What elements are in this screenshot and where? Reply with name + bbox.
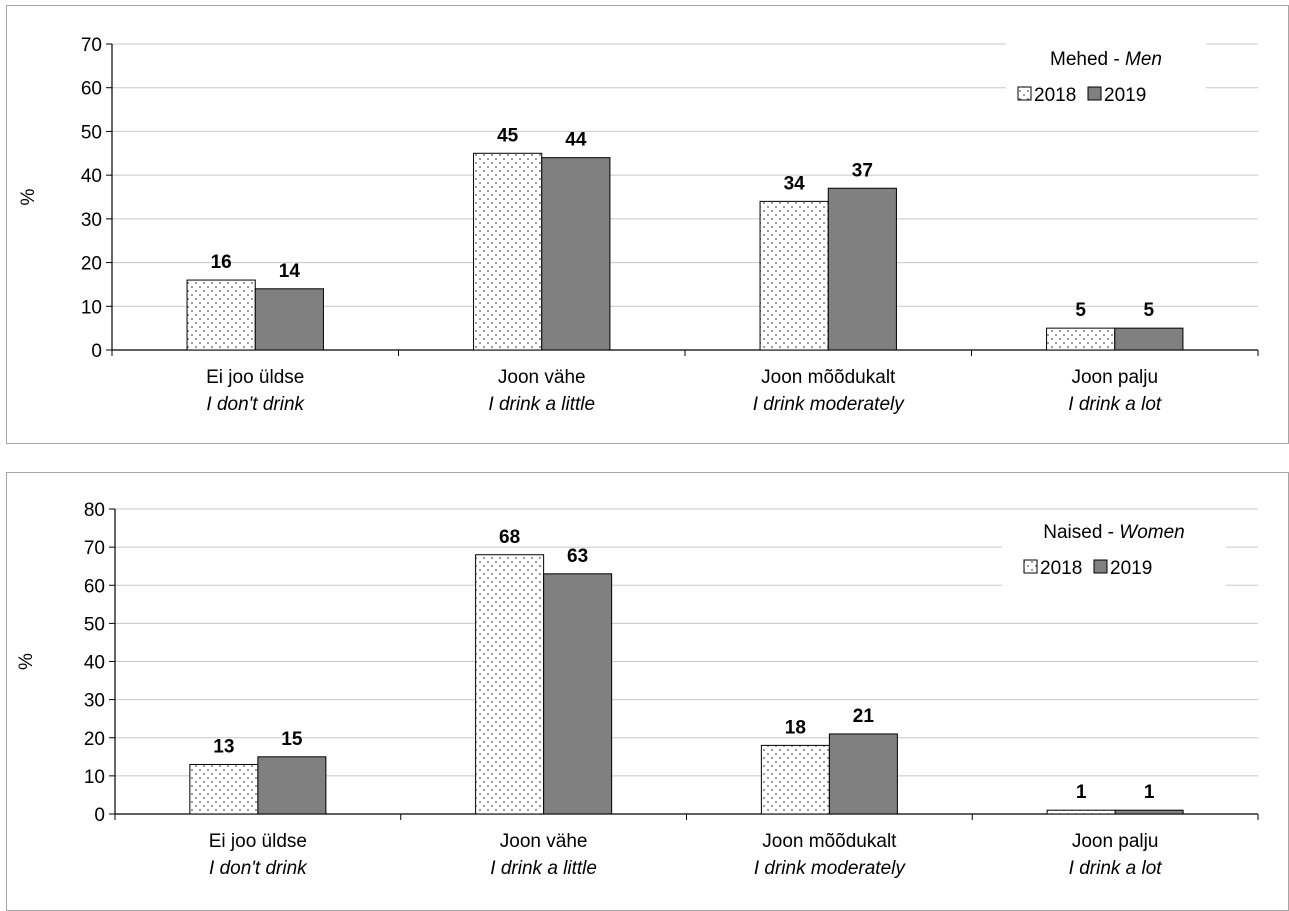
y-tick-label: 10: [81, 297, 102, 318]
bar-2018-0: [186, 279, 256, 351]
x-category-label: Joon mõõdukalt: [762, 831, 897, 852]
x-category-label-english: I drink moderately: [753, 394, 906, 415]
y-tick-label: 0: [94, 805, 105, 826]
x-category-label-english: I drink a lot: [1069, 858, 1163, 879]
x-category-label: Ei joo üldse: [209, 831, 307, 852]
legend-title: Mehed - Men: [1050, 49, 1162, 70]
bar-2019-2: [828, 733, 898, 815]
y-tick-label: 50: [84, 614, 105, 635]
legend-title: Naised - Women: [1043, 522, 1185, 543]
legend-label-2019: 2019: [1104, 85, 1146, 106]
y-tick-label: 20: [84, 729, 105, 750]
y-tick-label: 70: [84, 538, 105, 559]
chart-panel-men: 0 10 20 30 40 50 60 70% 16 14 Ei joo üldse I don't …: [6, 5, 1289, 444]
data-label-2018-0: 13: [213, 736, 234, 757]
x-category-label: Joon palju: [1072, 831, 1159, 852]
data-label-2019-1: 44: [565, 130, 587, 151]
legend: Mehed - Men 2018 2019: [1006, 41, 1206, 129]
data-label-2019-2: 37: [852, 160, 873, 181]
bar-chart-women: 0 10 20 30 40 50 60 70 80% 13 15 Ei joo üldse I don'…: [6, 472, 1289, 911]
x-category-label: Ei joo üldse: [206, 367, 304, 388]
legend-swatch-2019: [1087, 86, 1102, 101]
bar-2019-3: [1114, 327, 1184, 351]
chart-panel-women: 0 10 20 30 40 50 60 70 80% 13 15 Ei joo üldse I don'…: [6, 472, 1289, 911]
bar-2019-1: [543, 573, 613, 815]
y-tick-label: 40: [81, 166, 102, 187]
y-tick-label: 60: [84, 576, 105, 597]
data-label-2019-1: 63: [567, 546, 588, 567]
y-tick-label: 30: [81, 210, 102, 231]
bar-2019-0: [254, 288, 324, 351]
data-label-2019-0: 14: [279, 261, 301, 282]
y-tick-label: 30: [84, 691, 105, 712]
bar-2018-1: [473, 152, 543, 351]
bar-2018-1: [475, 554, 545, 815]
data-label-2018-3: 1: [1076, 782, 1087, 803]
bar-2018-3: [1046, 809, 1116, 815]
x-category-label: Joon mõõdukalt: [761, 367, 896, 388]
legend-label-2018: 2018: [1034, 85, 1076, 106]
legend-swatch-2019: [1093, 559, 1108, 574]
x-category-label-english: I drink a lot: [1068, 394, 1162, 415]
y-tick-label: 20: [81, 254, 102, 275]
bar-2019-2: [827, 187, 897, 351]
data-label-2018-1: 45: [497, 125, 519, 146]
y-tick-label: 70: [81, 35, 102, 56]
y-axis-label: %: [18, 188, 39, 205]
y-tick-label: 50: [81, 122, 102, 143]
y-tick-label: 80: [84, 500, 105, 521]
data-label-2018-2: 18: [785, 717, 806, 738]
bar-2019-3: [1114, 809, 1184, 815]
x-category-label-english: I drink a little: [490, 858, 597, 879]
bar-2018-2: [759, 200, 829, 351]
data-label-2019-0: 15: [281, 729, 303, 750]
bar-2019-1: [541, 157, 611, 351]
x-category-label-english: I don't drink: [206, 394, 305, 415]
legend: Naised - Women 2018 2019: [1002, 514, 1226, 594]
y-tick-label: 40: [84, 653, 105, 674]
bar-2018-0: [189, 763, 259, 815]
y-axis-label: %: [16, 653, 37, 670]
x-category-label: Joon vähe: [500, 831, 588, 852]
data-label-2019-3: 1: [1144, 782, 1155, 803]
bar-2018-3: [1046, 327, 1116, 351]
y-tick-label: 60: [81, 79, 102, 100]
x-category-label-english: I don't drink: [209, 858, 308, 879]
bar-2018-2: [760, 744, 830, 815]
legend-background: [1006, 41, 1206, 129]
bar-2019-0: [257, 756, 327, 815]
legend-background: [1002, 514, 1226, 594]
legend-swatch-2018: [1017, 86, 1032, 101]
x-category-label: Joon palju: [1071, 367, 1158, 388]
x-category-label: Joon vähe: [498, 367, 586, 388]
bar-chart-men: 0 10 20 30 40 50 60 70% 16 14 Ei joo üldse I don't …: [6, 5, 1289, 444]
data-label-2018-2: 34: [784, 173, 806, 194]
x-category-label-english: I drink moderately: [754, 858, 907, 879]
legend-swatch-2018: [1023, 559, 1038, 574]
data-label-2019-3: 5: [1144, 300, 1155, 321]
data-label-2018-1: 68: [499, 527, 520, 548]
y-tick-label: 10: [84, 767, 105, 788]
legend-label-2018: 2018: [1040, 558, 1082, 579]
data-label-2019-2: 21: [853, 706, 875, 727]
legend-label-2019: 2019: [1110, 558, 1152, 579]
y-tick-label: 0: [91, 341, 102, 362]
data-label-2018-0: 16: [211, 252, 232, 273]
data-label-2018-3: 5: [1075, 300, 1086, 321]
x-category-label-english: I drink a little: [488, 394, 595, 415]
